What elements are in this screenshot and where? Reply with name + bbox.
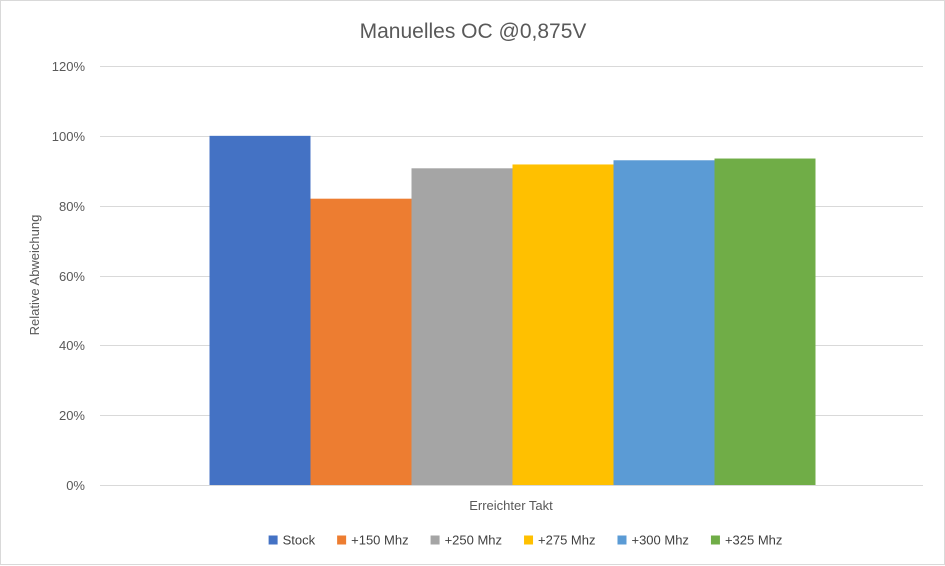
y-tick-label: 40%: [59, 338, 85, 353]
bars: [209, 135, 816, 486]
legend-item: Stock: [268, 533, 316, 548]
bar-250-mhz: [411, 168, 513, 485]
legend-item: +300 Mhz: [617, 533, 689, 548]
y-tick-label: 120%: [52, 59, 86, 74]
legend-marker: [617, 535, 627, 545]
legend-marker: [337, 535, 347, 545]
legend-item: +275 Mhz: [524, 533, 595, 548]
legend-label: +325 Mhz: [725, 533, 782, 548]
y-tick-label: 60%: [59, 269, 85, 284]
y-tick-label: 0%: [66, 478, 85, 493]
legend-label: Stock: [283, 533, 316, 548]
chart-title: Manuelles OC @0,875V: [360, 20, 587, 43]
legend-item: +325 Mhz: [710, 533, 782, 548]
legend-item: +150 Mhz: [337, 533, 409, 548]
legend-label: +250 Mhz: [445, 533, 502, 548]
legend-item: +250 Mhz: [430, 533, 502, 548]
legend-marker: [268, 535, 278, 545]
bar-300-mhz: [613, 160, 715, 485]
y-tick-label: 80%: [59, 199, 85, 214]
legend-label: +275 Mhz: [538, 533, 595, 548]
legend: Stock +150 Mhz +250 Mhz +275 Mhz +300 Mhz +32…: [268, 533, 782, 548]
legend-label: +150 Mhz: [351, 533, 408, 548]
bar-150-mhz: [310, 198, 412, 485]
y-axis-ticks: 0% 20% 40% 60% 80% 100% 120%: [52, 59, 86, 493]
legend-marker: [430, 535, 440, 545]
x-axis-category-label: Erreichter Takt: [469, 498, 553, 513]
legend-marker: [524, 535, 534, 545]
bar-275-mhz: [512, 164, 614, 485]
bar-325-mhz: [714, 158, 816, 485]
y-axis-label: Relative Abweichung: [27, 215, 42, 336]
legend-marker: [710, 535, 720, 545]
bar-stock: [209, 135, 311, 486]
y-tick-label: 100%: [52, 129, 86, 144]
legend-label: +300 Mhz: [631, 533, 688, 548]
y-tick-label: 20%: [59, 408, 85, 423]
